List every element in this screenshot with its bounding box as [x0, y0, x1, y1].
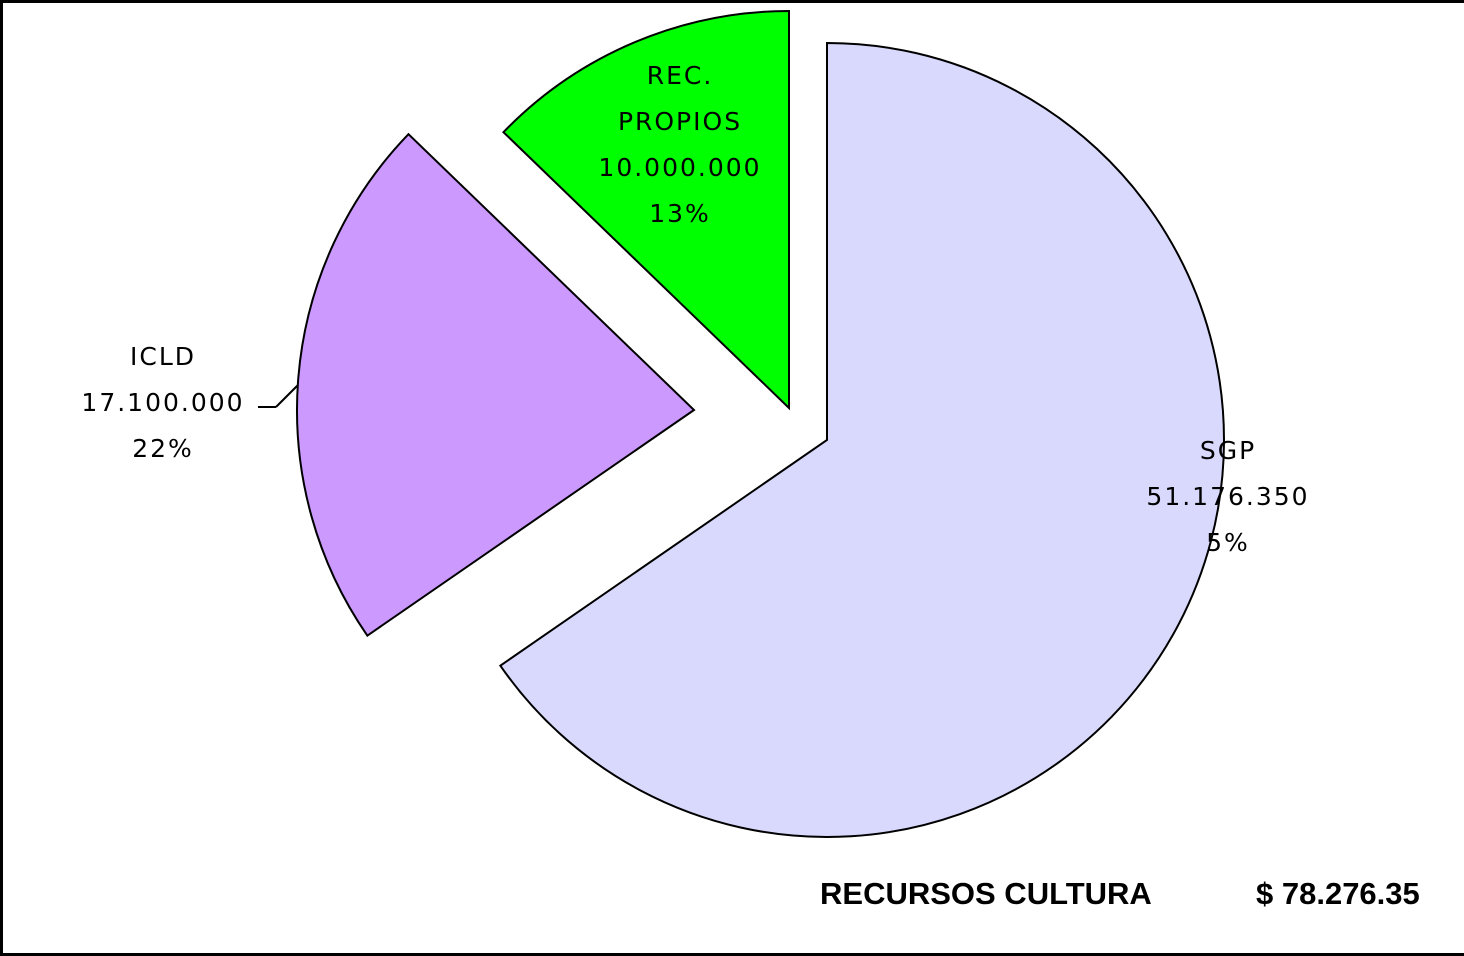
- annotation: RECURSOS CULTURA: [820, 876, 1152, 911]
- value-label: 10.000.000: [598, 153, 762, 182]
- pie-slice: [296, 132, 696, 638]
- value-label: 51.176.350: [1146, 482, 1310, 511]
- slice-label: SGP 51.176.350 5%: [1128, 428, 1328, 566]
- total-label: $ 78.276.35: [1256, 876, 1420, 911]
- category-label: SGP: [1199, 436, 1257, 465]
- percent-label: 5%: [1206, 528, 1250, 557]
- category-label: ICLD: [129, 342, 196, 371]
- pie-slice: [498, 41, 1225, 838]
- leader-line: [275, 384, 299, 408]
- percent-label: 13%: [649, 199, 711, 228]
- value-label: 17.100.000: [81, 388, 245, 417]
- pie-slice: [502, 9, 790, 411]
- slice-label: REC. PROPIOS 10.000.000 13%: [580, 53, 780, 237]
- slice-label: ICLD 17.100.000 22%: [58, 334, 268, 472]
- category-label: REC. PROPIOS: [617, 61, 743, 136]
- percent-label: 22%: [132, 434, 194, 463]
